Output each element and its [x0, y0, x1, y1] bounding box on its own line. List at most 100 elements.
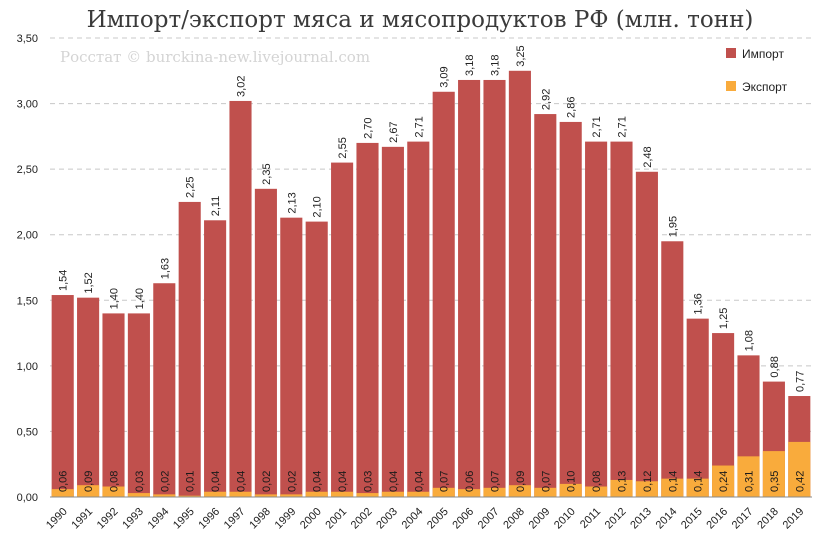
legend-swatch-export — [726, 81, 736, 91]
data-label-import: 3,09 — [439, 66, 451, 87]
bar-export — [483, 487, 506, 497]
x-tick-label: 2005 — [425, 506, 451, 532]
data-label-import: 2,67 — [388, 121, 400, 142]
data-label-import: 0,77 — [794, 371, 806, 392]
bar-export — [153, 494, 176, 497]
data-label-import: 2,48 — [642, 146, 654, 167]
x-tick-label: 2012 — [603, 506, 629, 532]
data-label-import: 2,71 — [617, 116, 629, 137]
y-axis-ticks: 0,00 0,50 1,00 1,50 2,00 2,50 3,00 3,50 — [17, 33, 38, 504]
data-labels: 1,54 0,06 1,52 0,09 1,40 0,08 1,40 0,03 1,63 0,02… — [58, 45, 807, 492]
x-axis-ticks: 1990 1991 1992 1993 1994 1995 1996 1997 1998 1999… — [44, 506, 806, 532]
x-tick-label: 2016 — [704, 506, 730, 532]
bar-export — [229, 491, 252, 497]
bar-export — [534, 487, 557, 497]
data-label-export: 0,09 — [83, 471, 95, 492]
data-label-export: 0,07 — [490, 471, 502, 492]
bar-export — [762, 451, 785, 497]
bar-export — [51, 489, 74, 497]
x-tick-label: 1993 — [120, 506, 146, 532]
data-label-export: 0,07 — [540, 471, 552, 492]
bar-import — [280, 217, 303, 497]
data-label-export: 0,08 — [109, 471, 121, 492]
bar-import — [686, 318, 709, 497]
bar-export — [635, 481, 658, 497]
watermark: Росстат © burckina-new.livejournal.com — [60, 48, 370, 66]
data-label-import: 2,71 — [591, 116, 603, 137]
data-label-export: 0,04 — [413, 471, 425, 492]
bar-import — [661, 241, 684, 497]
bar-import — [356, 142, 379, 497]
data-label-import: 2,86 — [566, 97, 578, 118]
bar-import — [712, 333, 735, 497]
data-label-import: 2,71 — [413, 116, 425, 137]
bar-import — [305, 221, 328, 497]
data-label-export: 0,06 — [464, 471, 476, 492]
bar-export — [356, 493, 379, 497]
data-label-export: 0,09 — [515, 471, 527, 492]
legend-swatch-import — [726, 48, 736, 58]
bar-export — [102, 486, 125, 497]
data-label-import: 2,25 — [185, 177, 197, 198]
data-label-export: 0,01 — [185, 471, 197, 492]
data-label-import: 2,13 — [286, 192, 298, 213]
bar-export — [331, 491, 354, 497]
bar-import — [458, 79, 481, 498]
x-tick-label: 2001 — [323, 506, 349, 532]
data-label-export: 0,03 — [134, 471, 146, 492]
y-tick-label: 0,00 — [17, 492, 38, 504]
x-tick-label: 1997 — [222, 506, 248, 532]
data-label-import: 2,92 — [540, 89, 552, 110]
x-tick-label: 2002 — [349, 506, 375, 532]
data-label-export: 0,04 — [388, 471, 400, 492]
bar-import — [229, 100, 252, 497]
bar-import — [585, 141, 608, 498]
y-tick-label: 2,50 — [17, 164, 38, 176]
x-tick-label: 1996 — [196, 506, 222, 532]
data-label-import: 1,40 — [109, 288, 121, 309]
legend-label-import: Импорт — [742, 47, 784, 61]
bar-import — [153, 283, 176, 497]
data-label-export: 0,42 — [794, 471, 806, 492]
bar-import — [534, 114, 557, 497]
x-tick-label: 1995 — [171, 506, 197, 532]
data-label-import: 1,54 — [58, 270, 70, 291]
bar-export — [407, 491, 430, 497]
bar-export — [204, 491, 227, 497]
data-label-export: 0,14 — [667, 471, 679, 492]
bar-import — [381, 146, 404, 497]
data-label-export: 0,02 — [261, 471, 273, 492]
grid-lines — [50, 37, 812, 432]
x-tick-label: 2004 — [400, 506, 426, 532]
bar-export — [737, 456, 760, 497]
bar-export — [280, 494, 303, 497]
legend: Импорт Экспорт — [726, 47, 788, 94]
y-tick-label: 3,00 — [17, 99, 38, 111]
x-tick-label: 2008 — [501, 506, 527, 532]
bars — [51, 70, 811, 498]
bar-export — [127, 493, 150, 497]
bar-export — [610, 479, 633, 497]
bar-import — [483, 79, 506, 498]
data-label-export: 0,12 — [642, 471, 654, 492]
bar-export — [508, 485, 531, 497]
bar-export — [305, 491, 328, 497]
bar-import — [77, 297, 100, 497]
data-label-export: 0,02 — [286, 471, 298, 492]
bar-import — [51, 295, 74, 497]
data-label-import: 2,10 — [312, 196, 324, 217]
bar-import — [610, 141, 633, 498]
x-tick-label: 1999 — [273, 506, 299, 532]
data-label-export: 0,13 — [617, 471, 629, 492]
x-tick-label: 2011 — [578, 506, 603, 531]
x-tick-label: 2018 — [755, 506, 781, 532]
y-tick-label: 3,50 — [17, 33, 38, 45]
x-tick-label: 2019 — [781, 506, 807, 532]
bar-export — [381, 491, 404, 497]
data-label-export: 0,14 — [693, 471, 705, 492]
x-tick-label: 2009 — [527, 506, 553, 532]
bar-export — [585, 486, 608, 497]
data-label-import: 2,11 — [210, 196, 222, 217]
data-label-export: 0,03 — [363, 471, 375, 492]
